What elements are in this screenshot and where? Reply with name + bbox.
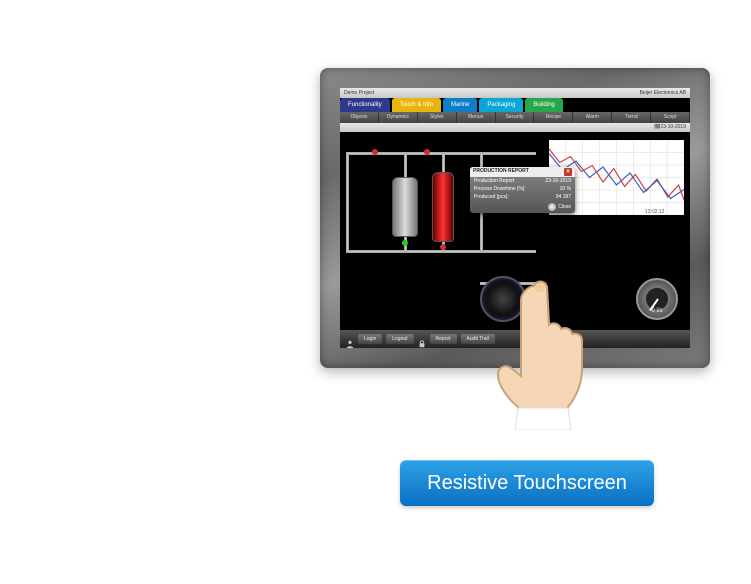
- main-tab-row: FunctionalityTouch & InfoMarinePackaging…: [340, 98, 690, 112]
- main-tab-building[interactable]: Building: [525, 98, 562, 112]
- pipe: [442, 152, 445, 174]
- sub-tab-trend[interactable]: Trend: [612, 112, 651, 123]
- user-icon: [346, 335, 354, 343]
- project-name: Demo Project: [344, 90, 374, 96]
- toolbar-logout-button[interactable]: Logout: [386, 334, 413, 344]
- flow-gauge[interactable]: 0 l/s: [636, 278, 678, 320]
- sub-tab-row: ObjectsDynamicsStylesMenusSecurityRecipe…: [340, 112, 690, 123]
- sub-tab-dynamics[interactable]: Dynamics: [379, 112, 418, 123]
- valve-closed-icon[interactable]: [372, 149, 378, 155]
- valve-closed-icon[interactable]: [440, 244, 446, 250]
- touch-dial[interactable]: [480, 276, 526, 322]
- process-diagram: 13:00:2213:02:12 PRODUCTION REPORT × Pro…: [340, 132, 690, 330]
- caption-button[interactable]: Resistive Touchscreen: [400, 460, 654, 506]
- report-value: 10 %: [560, 186, 571, 192]
- brand-name: Beijer Electronics AB: [640, 90, 686, 96]
- main-tab-marine[interactable]: Marine: [443, 98, 477, 112]
- report-value: 23-10-2019: [545, 178, 571, 184]
- touchscreen-monitor: Demo Project Beijer Electronics AB Funct…: [320, 68, 710, 368]
- lock-icon: [418, 335, 426, 343]
- caption-label: Resistive Touchscreen: [427, 472, 627, 495]
- bottom-toolbar: Login Logout Report Audit Trail: [340, 330, 690, 348]
- close-knob-icon: [548, 203, 556, 211]
- window-titlebar: Demo Project Beijer Electronics AB: [340, 88, 690, 98]
- tank-red[interactable]: [432, 172, 454, 242]
- sub-tab-script[interactable]: Script: [651, 112, 690, 123]
- sub-tab-security[interactable]: Security: [496, 112, 535, 123]
- status-date: 23-10-2019: [660, 123, 686, 132]
- gauge-value: 0 l/s: [651, 308, 662, 314]
- sub-tab-styles[interactable]: Styles: [418, 112, 457, 123]
- pipe: [404, 152, 407, 178]
- popup-close-label[interactable]: Close: [558, 204, 571, 210]
- toolbar-login-button[interactable]: Login: [358, 334, 382, 344]
- main-tab-packaging[interactable]: Packaging: [479, 98, 523, 112]
- popup-close-button[interactable]: ×: [564, 168, 572, 176]
- hmi-screen: Demo Project Beijer Electronics AB Funct…: [340, 88, 690, 348]
- report-row: Process Downtime [%]: 10 %: [470, 185, 575, 193]
- sub-tab-alarm[interactable]: Alarm: [573, 112, 612, 123]
- pipe: [346, 250, 536, 253]
- status-bar: 🗓 23-10-2019: [340, 123, 690, 132]
- main-tab-functionality[interactable]: Functionality: [340, 98, 390, 112]
- pipe: [346, 152, 349, 252]
- sub-tab-objects[interactable]: Objects: [340, 112, 379, 123]
- report-label: Process Downtime [%]:: [474, 186, 526, 192]
- sub-tab-menus[interactable]: Menus: [457, 112, 496, 123]
- valve-closed-icon[interactable]: [424, 149, 430, 155]
- popup-title: PRODUCTION REPORT: [473, 168, 529, 176]
- report-label: Produced [pcs]:: [474, 194, 509, 200]
- report-row: Production Report 23-10-2019: [470, 177, 575, 185]
- sub-tab-recipe[interactable]: Recipe: [534, 112, 573, 123]
- toolbar-audit-trail-button[interactable]: Audit Trail: [461, 334, 495, 344]
- production-report-popup: PRODUCTION REPORT × Production Report 23-…: [470, 167, 575, 213]
- report-row: Produced [pcs]: 94 187: [470, 193, 575, 201]
- tank-grey[interactable]: [392, 177, 418, 237]
- valve-open-icon[interactable]: [402, 240, 408, 246]
- report-value: 94 187: [556, 194, 571, 200]
- main-tab-touch-info[interactable]: Touch & Info: [392, 98, 441, 112]
- toolbar-report-button[interactable]: Report: [430, 334, 457, 344]
- report-label: Production Report: [474, 178, 514, 184]
- svg-text:13:02:12: 13:02:12: [645, 209, 665, 215]
